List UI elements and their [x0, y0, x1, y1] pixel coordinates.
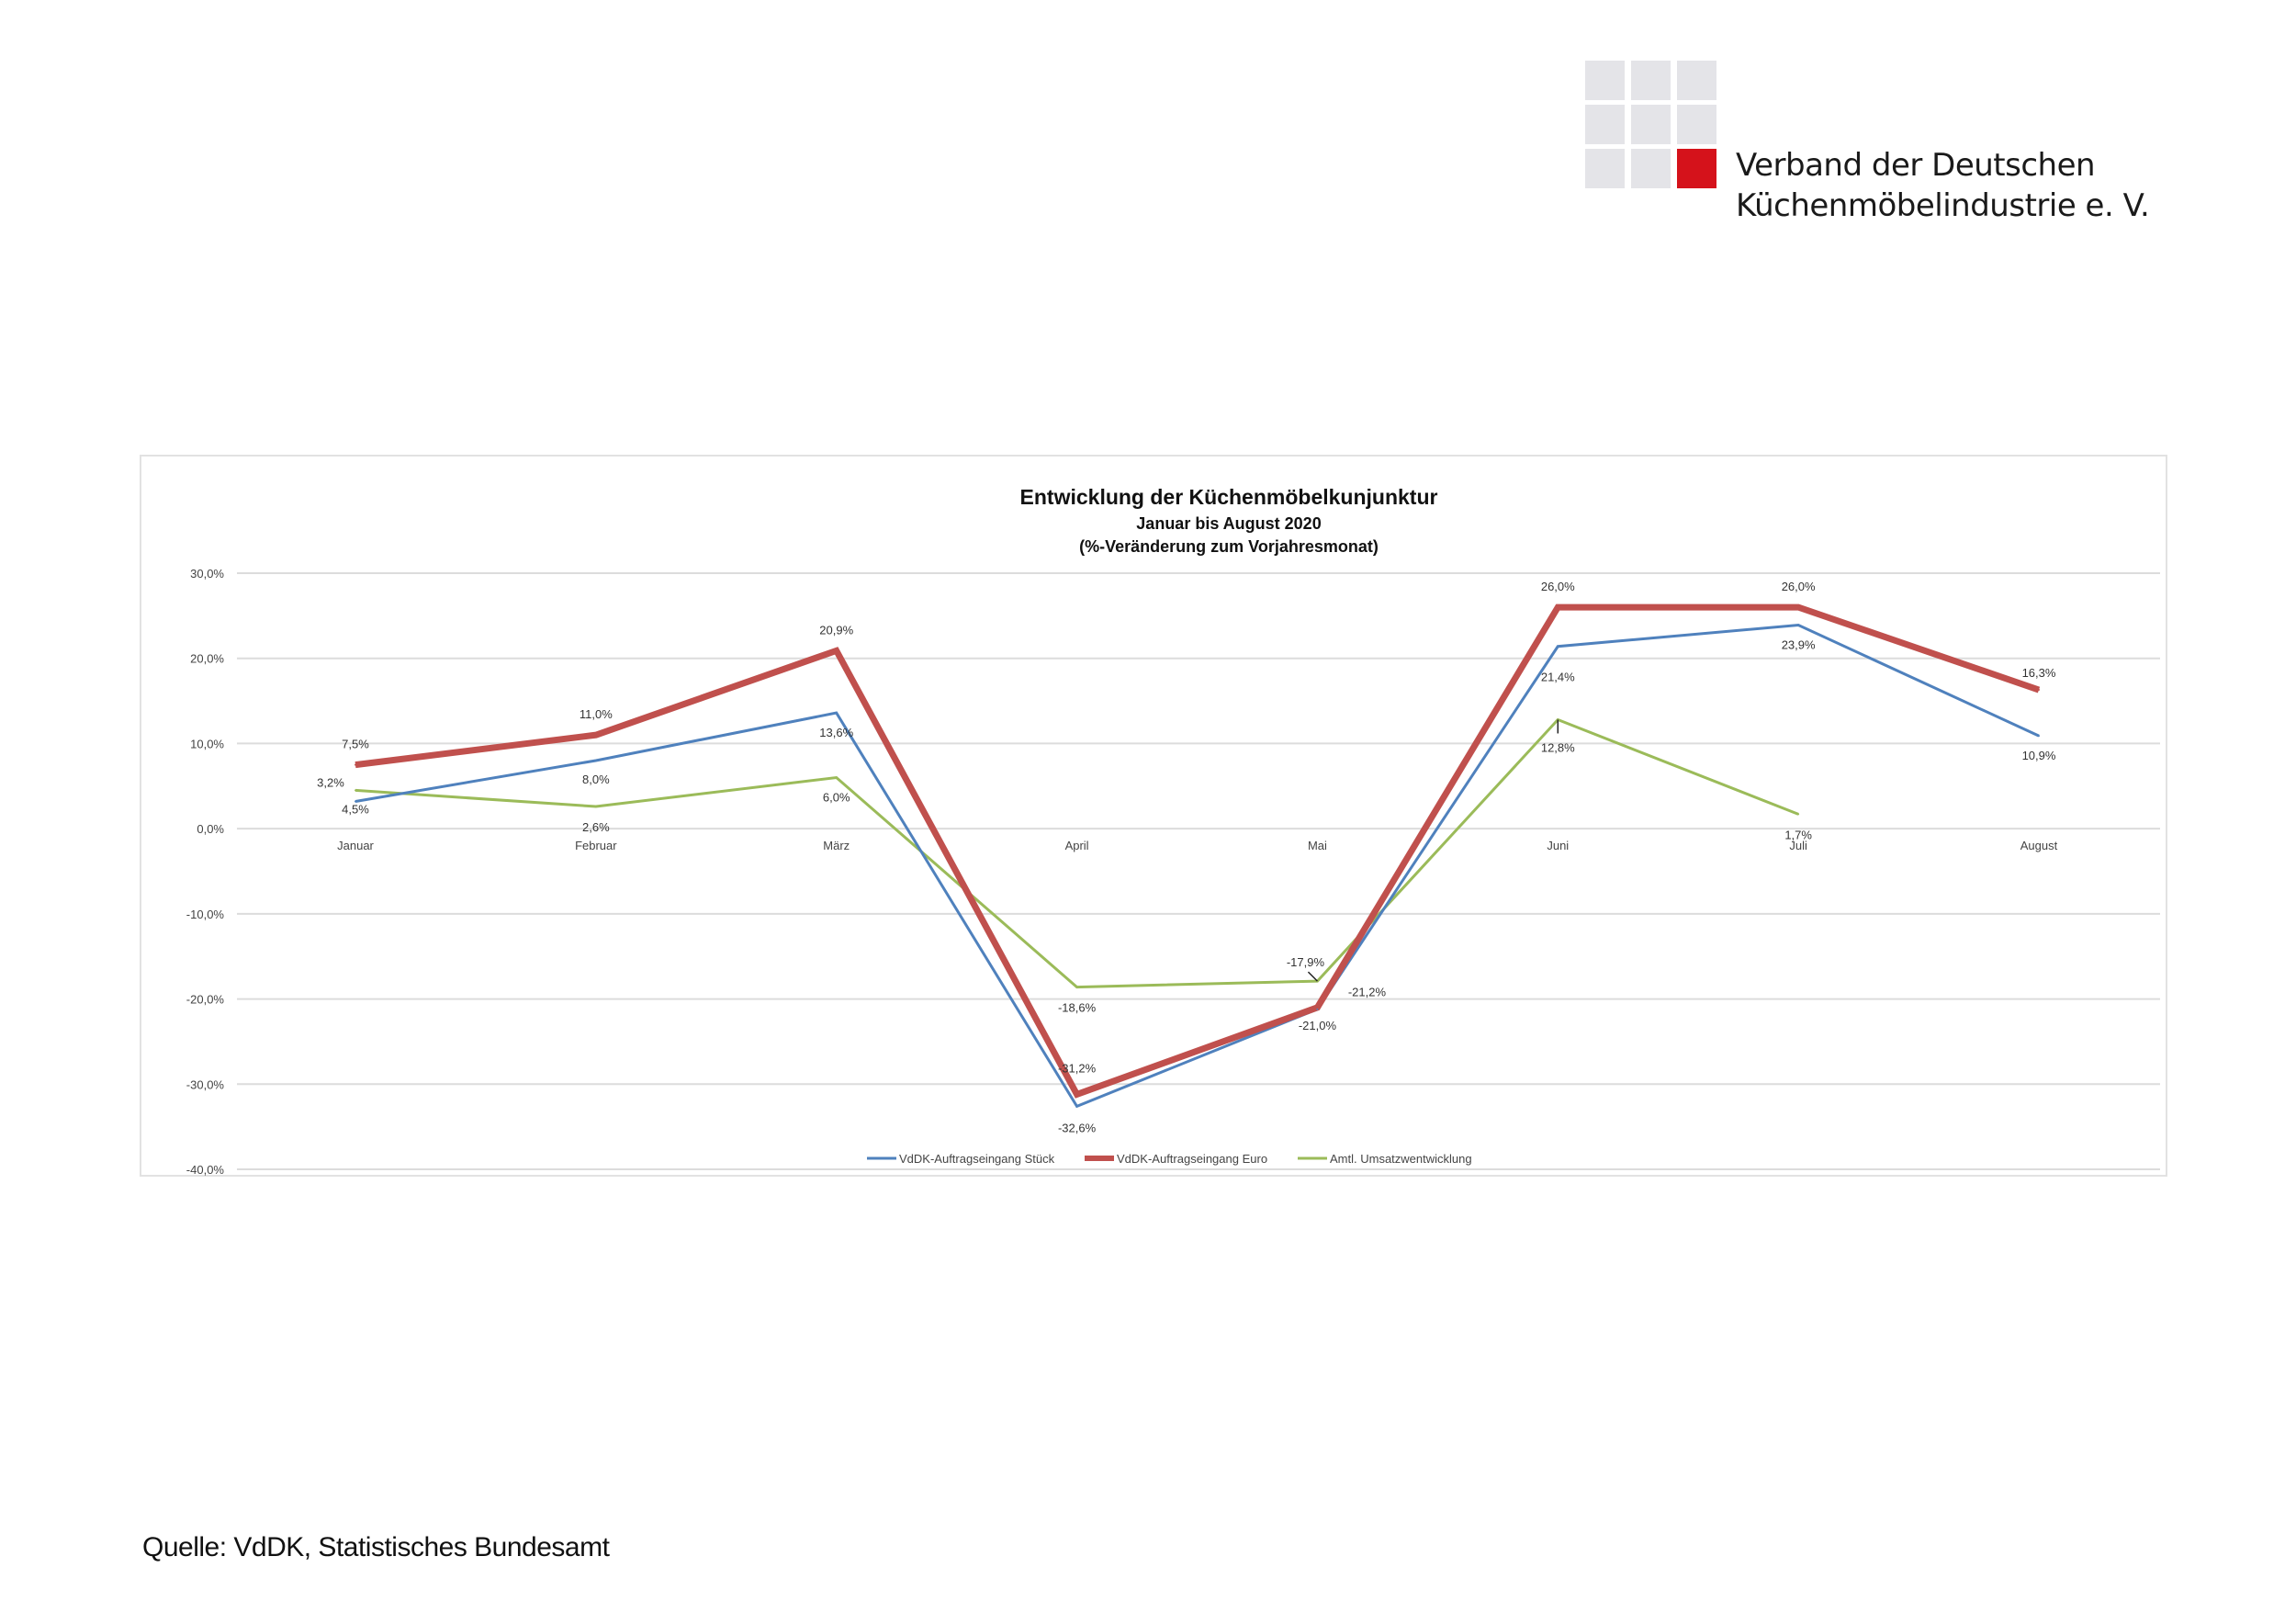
data-point [355, 763, 356, 766]
data-point [2038, 689, 2040, 692]
data-point [1075, 986, 1078, 988]
x-tick-label: Januar [337, 839, 374, 852]
y-tick-label: 0,0% [197, 822, 224, 836]
y-tick-label: 10,0% [190, 737, 224, 750]
data-label: -31,2% [1058, 1061, 1097, 1075]
x-tick-label: April [1065, 839, 1089, 852]
chart-title: Entwicklung der Küchenmöbelkunjunktur [1020, 485, 1438, 509]
data-point [1797, 813, 1800, 816]
y-tick-label: -40,0% [186, 1163, 225, 1177]
data-point [1316, 1006, 1319, 1009]
x-tick-label: März [823, 839, 850, 852]
data-point [355, 789, 356, 792]
data-label: 4,5% [342, 802, 369, 816]
data-point [1797, 606, 1800, 609]
legend-label: Amtl. Umsatzwentwicklung [1330, 1152, 1472, 1166]
logo-square [1677, 105, 1716, 144]
data-label: -32,6% [1058, 1121, 1097, 1134]
source-note: Quelle: VdDK, Statistisches Bundesamt [142, 1532, 610, 1562]
data-point [355, 800, 356, 803]
x-tick-label: Februar [575, 839, 617, 852]
y-tick-label: -30,0% [186, 1077, 225, 1091]
logo-square [1677, 61, 1716, 100]
x-tick-label: Juli [1789, 839, 1807, 852]
data-label: 8,0% [582, 773, 610, 786]
y-tick-label: 20,0% [190, 652, 224, 666]
chart-subtitle: Januar bis August 2020 [1136, 514, 1321, 533]
logo-square [1631, 149, 1671, 188]
line-chart: Entwicklung der Küchenmöbelkunjunktur Jan… [186, 485, 2160, 1177]
data-label: 13,6% [819, 726, 853, 739]
logo-square-red [1677, 149, 1716, 188]
data-label: 3,2% [317, 775, 344, 789]
data-label: 11,0% [580, 707, 613, 721]
data-label: 6,0% [823, 791, 850, 805]
data-point [1075, 1105, 1078, 1108]
x-tick-label: Mai [1308, 839, 1327, 852]
data-point [835, 776, 838, 779]
y-tick-label: -20,0% [186, 993, 225, 1007]
logo-square [1585, 149, 1625, 188]
data-label: 20,9% [819, 623, 853, 637]
data-label: -21,2% [1348, 986, 1387, 999]
data-label: -18,6% [1058, 1001, 1097, 1015]
logo-square [1585, 61, 1625, 100]
logo-line-2: Küchenmöbelindustrie e. V. [1736, 187, 2150, 224]
logo-square [1585, 105, 1625, 144]
data-label: -21,0% [1299, 1019, 1337, 1032]
legend-label: VdDK-Auftragseingang Stück [899, 1152, 1055, 1166]
chart-subtitle-2: (%-Veränderung zum Vorjahresmonat) [1079, 537, 1379, 556]
x-tick-label: August [2020, 839, 2058, 852]
chart-frame: Entwicklung der Küchenmöbelkunjunktur Jan… [140, 455, 2167, 1177]
data-label: 7,5% [342, 738, 369, 751]
data-point [1557, 606, 1559, 609]
y-tick-label: -10,0% [186, 908, 225, 921]
data-label: 1,7% [1784, 828, 1812, 841]
legend-label: VdDK-Auftragseingang Euro [1117, 1152, 1267, 1166]
logo-square [1631, 105, 1671, 144]
data-point [1557, 645, 1559, 648]
data-label: 10,9% [2022, 749, 2056, 762]
data-point [1075, 1093, 1078, 1096]
y-tick-label: 30,0% [190, 567, 224, 581]
logo-square [1631, 61, 1671, 100]
data-point [1316, 1008, 1319, 1010]
data-label: 26,0% [1782, 580, 1816, 593]
logo-text: Verband der Deutschen Küchenmöbelindustr… [1736, 145, 2150, 226]
data-point [594, 806, 597, 808]
data-point [2038, 735, 2040, 738]
x-tick-label: Juni [1547, 839, 1569, 852]
data-point [1797, 624, 1800, 626]
data-label: 21,4% [1541, 671, 1575, 684]
data-label: 2,6% [582, 820, 610, 834]
data-point [835, 649, 838, 652]
series-line-2 [355, 717, 1799, 989]
data-point [835, 712, 838, 715]
logo-line-1: Verband der Deutschen [1736, 147, 2096, 184]
data-point [594, 759, 597, 761]
data-label: 26,0% [1541, 580, 1575, 593]
series-line-0 [355, 624, 2040, 1109]
data-label: 12,8% [1541, 740, 1575, 754]
series-line-1 [355, 603, 2041, 1099]
leader-line [1307, 971, 1318, 982]
data-label: 16,3% [2022, 666, 2056, 680]
data-point [594, 734, 597, 737]
data-label: -17,9% [1287, 955, 1325, 969]
data-label: 23,9% [1782, 638, 1816, 652]
